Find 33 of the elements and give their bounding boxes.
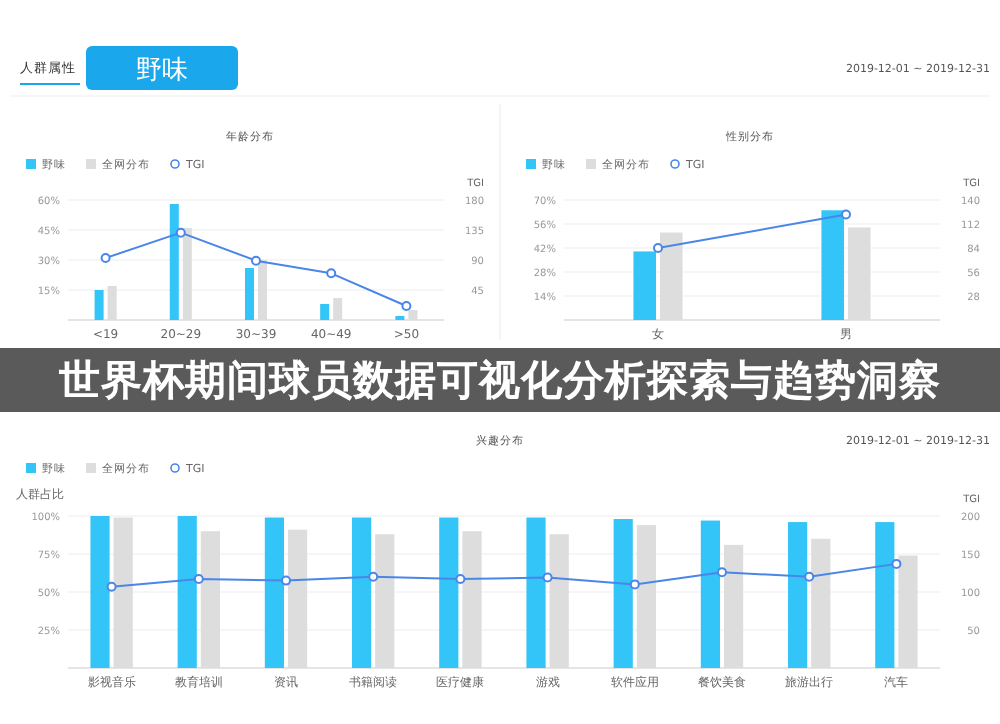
point <box>106 581 117 592</box>
point <box>717 567 727 578</box>
point <box>542 572 553 583</box>
bar <box>875 522 895 668</box>
bar <box>526 517 546 668</box>
bar <box>90 516 110 668</box>
point <box>175 227 186 238</box>
point <box>368 571 379 582</box>
bar <box>244 268 254 320</box>
bar <box>788 522 808 668</box>
point <box>193 574 204 585</box>
point <box>401 301 412 311</box>
bar <box>352 517 372 668</box>
point <box>251 255 261 266</box>
bar <box>633 251 656 320</box>
text: 野味 <box>136 56 188 86</box>
bar <box>177 516 197 668</box>
point <box>326 268 337 279</box>
bar <box>320 304 330 320</box>
bar <box>169 204 179 320</box>
point <box>891 558 902 569</box>
bar <box>700 520 720 668</box>
bar <box>613 519 633 668</box>
bar <box>94 290 104 320</box>
point <box>100 253 111 263</box>
bar <box>821 210 844 320</box>
point <box>455 574 466 585</box>
point <box>629 579 640 590</box>
bar <box>439 517 459 668</box>
point <box>281 575 291 586</box>
bar <box>264 517 284 668</box>
point <box>804 571 815 582</box>
text: 世界杯期间球员数据可视化分析探索与趋势洞察 <box>57 356 941 404</box>
